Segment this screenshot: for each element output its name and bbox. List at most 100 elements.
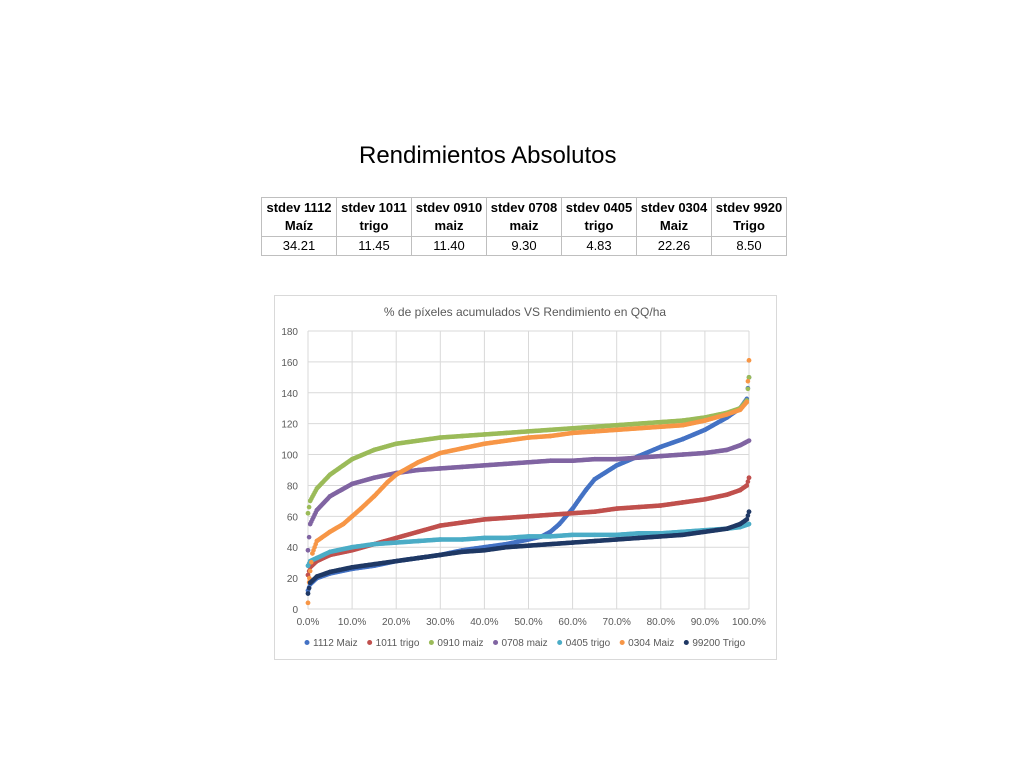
- data-point: [737, 521, 743, 527]
- data-point: [636, 455, 642, 460]
- chart-series: [305, 358, 752, 606]
- data-point: [438, 450, 443, 456]
- data-point: [583, 487, 589, 493]
- stdev-value-1011: 11.45: [336, 236, 412, 256]
- data-point: [305, 563, 311, 569]
- x-tick-label: 0.0%: [297, 617, 320, 628]
- data-point: [314, 574, 320, 579]
- data-point: [385, 480, 390, 485]
- data-point: [526, 534, 531, 539]
- x-tick-label: 80.0%: [647, 617, 675, 628]
- y-tick-label: 100: [281, 451, 298, 462]
- data-point: [548, 512, 553, 518]
- data-point: [746, 438, 752, 443]
- data-point: [680, 422, 686, 428]
- data-point: [307, 498, 313, 504]
- y-tick-label: 40: [287, 543, 299, 554]
- data-point: [482, 463, 487, 468]
- y-tick-label: 160: [281, 358, 298, 369]
- legend-label: 1112 Maiz: [313, 638, 358, 649]
- data-point: [307, 521, 313, 527]
- data-point: [636, 531, 642, 536]
- data-point: [305, 591, 311, 596]
- page-title: Rendimientos Absolutos: [359, 142, 617, 169]
- data-point: [746, 358, 752, 363]
- legend-item: 1112 Maiz: [304, 638, 358, 649]
- data-point: [746, 509, 752, 514]
- data-point: [680, 436, 686, 442]
- series-0910-maiz: [305, 375, 752, 516]
- data-point: [314, 538, 320, 544]
- cumulative-pixels-chart: % de píxeles acumulados VS Rendimiento e…: [281, 305, 766, 649]
- data-point: [702, 450, 708, 456]
- data-point: [482, 517, 487, 522]
- data-point: [327, 472, 333, 477]
- legend-item: 1011 trigo: [367, 638, 420, 649]
- data-point: [548, 427, 553, 433]
- y-tick-label: 0: [292, 605, 298, 616]
- data-point: [482, 548, 487, 553]
- data-point: [680, 532, 686, 538]
- legend-marker: [367, 640, 373, 645]
- data-point: [570, 532, 575, 538]
- data-point: [393, 558, 399, 564]
- data-point: [570, 540, 575, 545]
- data-point: [310, 551, 315, 556]
- data-point: [592, 538, 597, 544]
- data-point: [724, 492, 730, 498]
- data-point: [504, 515, 509, 521]
- data-point: [415, 538, 421, 544]
- chart-container: % de píxeles acumulados VS Rendimiento e…: [274, 295, 777, 660]
- data-point: [415, 438, 421, 443]
- data-point: [306, 534, 312, 540]
- stdev-value-0405: 4.83: [561, 236, 637, 256]
- data-point: [737, 407, 743, 413]
- data-point: [636, 504, 642, 510]
- chart-title: % de píxeles acumulados VS Rendimiento e…: [384, 305, 666, 319]
- series-1011-trigo: [305, 475, 752, 578]
- data-point: [307, 580, 313, 586]
- data-point: [658, 503, 664, 508]
- stdev-value-0910: 11.40: [411, 236, 487, 256]
- legend-item: 0910 maiz: [428, 638, 484, 649]
- data-point: [570, 510, 575, 516]
- data-point: [548, 433, 553, 439]
- legend-label: 0910 maiz: [437, 638, 483, 649]
- data-point: [305, 548, 311, 553]
- data-point: [460, 464, 465, 470]
- stdev-header-0910: stdev 0910 maiz: [411, 197, 487, 237]
- data-point: [746, 375, 752, 380]
- x-tick-label: 60.0%: [558, 617, 586, 628]
- data-point: [702, 529, 708, 535]
- series-0708-maiz: [305, 438, 752, 553]
- data-point: [349, 544, 355, 550]
- data-point: [744, 399, 750, 405]
- data-point: [614, 532, 619, 538]
- data-point: [557, 521, 562, 527]
- data-point: [314, 555, 320, 561]
- data-point: [746, 475, 752, 481]
- x-tick-label: 30.0%: [426, 617, 454, 628]
- data-point: [349, 565, 355, 570]
- data-point: [614, 422, 619, 428]
- x-tick-label: 40.0%: [470, 617, 498, 628]
- data-point: [592, 532, 597, 538]
- data-point: [327, 569, 333, 575]
- data-point: [570, 430, 575, 436]
- legend-label: 0304 Maiz: [628, 638, 674, 649]
- data-point: [327, 529, 333, 535]
- y-tick-label: 80: [287, 481, 299, 492]
- data-point: [307, 568, 313, 574]
- data-point: [526, 429, 531, 434]
- stdev-header-0405: stdev 0405 trigo: [561, 197, 637, 237]
- data-point: [305, 510, 311, 516]
- y-tick-label: 60: [287, 512, 299, 523]
- stdev-header-0304: stdev 0304 Maiz: [636, 197, 712, 237]
- stdev-table: stdev 1112 Maíz stdev 1011 trigo stdev 091…: [261, 197, 787, 256]
- data-point: [614, 456, 619, 462]
- data-point: [438, 435, 443, 440]
- legend-item: 0708 maiz: [493, 638, 548, 649]
- data-point: [745, 378, 751, 384]
- legend-marker: [557, 640, 563, 645]
- data-point: [680, 500, 686, 505]
